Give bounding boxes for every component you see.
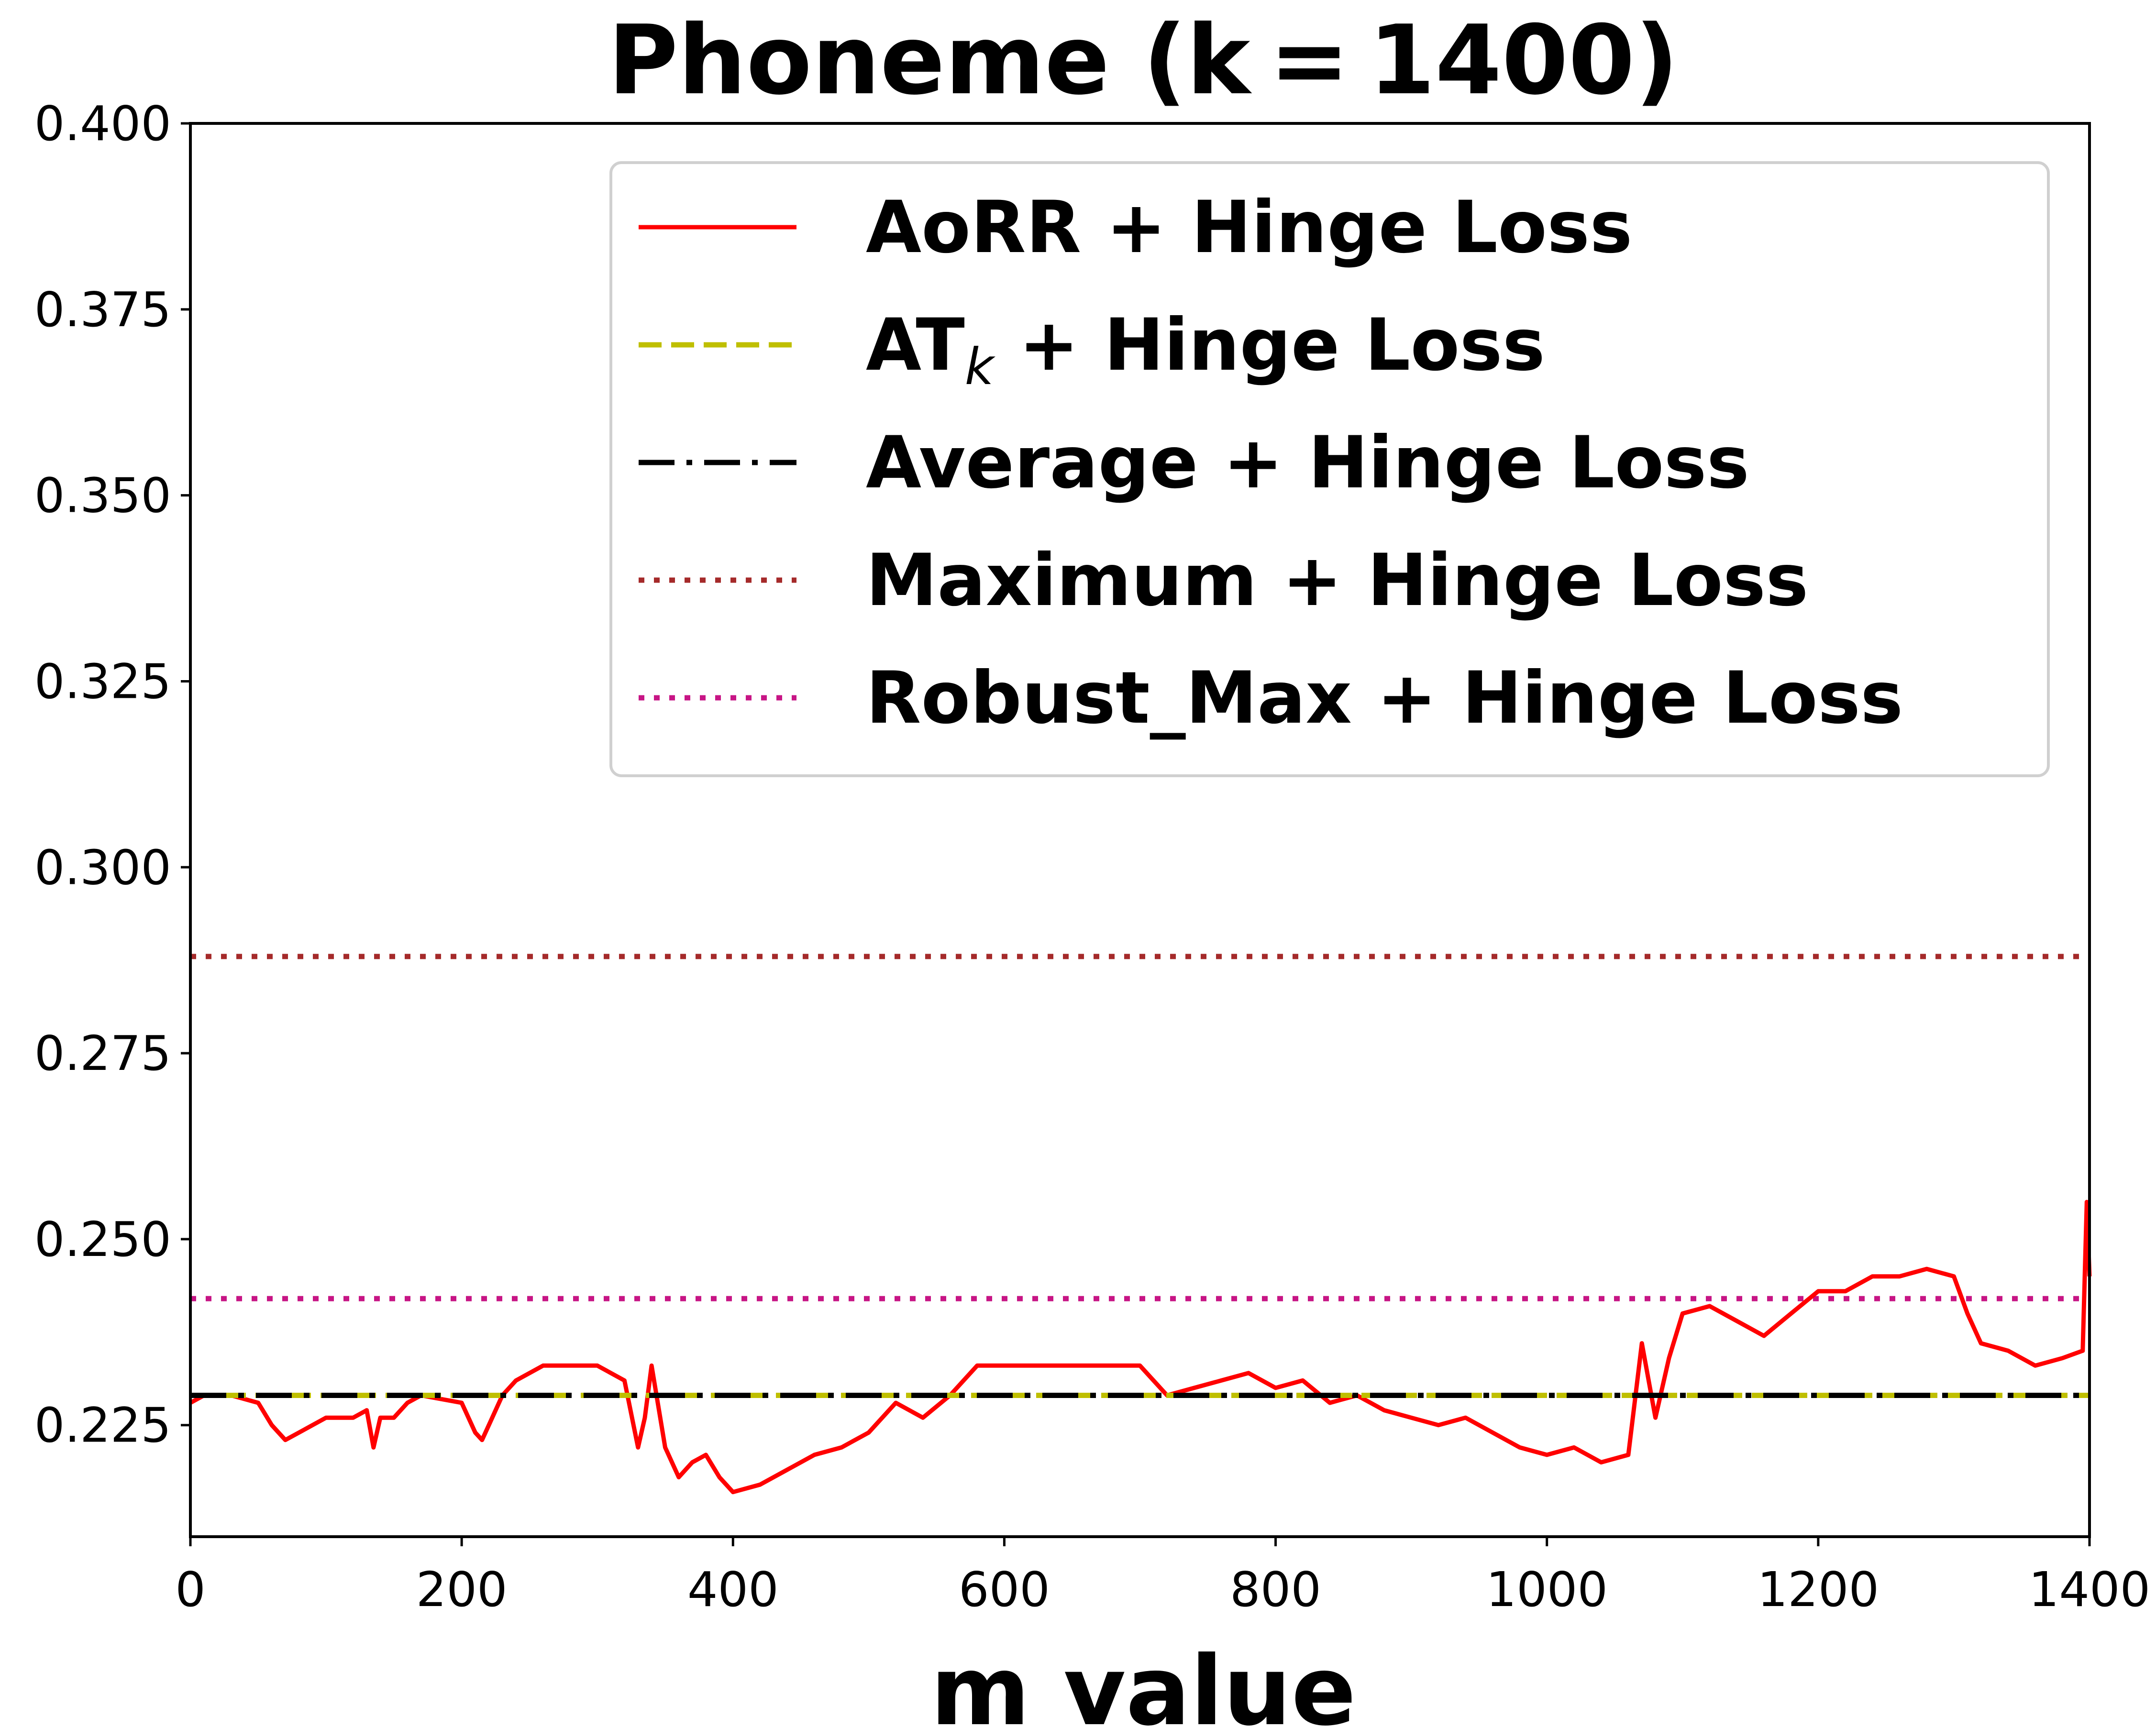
x-tick-label-1: 200 [416,1562,508,1618]
y-tick-label-5: 0.350 [34,468,171,524]
chart-title: Phoneme (k = 1400) [608,5,1679,116]
legend-label-0: AoRR + Hinge Loss [866,186,1633,269]
x-tick-label-6: 1200 [1758,1562,1880,1618]
legend-label-2: Average + Hinge Loss [866,421,1749,505]
y-tick-label-7: 0.400 [34,96,171,152]
axis-layer: 0 200 400 600 800 1000 1200 1400 0.225 0.250 0.275… [34,96,2151,1618]
legend-label-1: ATk + Hinge Loss [866,304,1545,396]
legend-box [609,161,2050,777]
y-tick-label-6: 0.375 [34,282,171,338]
x-tick-label-7: 1400 [2029,1562,2151,1618]
x-tick-label-0: 0 [175,1562,206,1618]
legend-label-4: Robust_Max + Hinge Loss [866,657,1903,740]
y-tick-label-1: 0.250 [34,1211,171,1267]
x-tick-label-2: 400 [687,1562,779,1618]
x-tick-label-3: 600 [959,1562,1050,1618]
series-line-0 [189,1200,2092,1495]
x-axis-label: m value [930,1636,1356,1728]
legend-label-3: Maximum + Hinge Loss [866,539,1808,622]
y-tick-label-0: 0.225 [34,1398,171,1453]
plot-frame [189,122,2091,1538]
x-tick-label-4: 800 [1230,1562,1321,1618]
y-tick-label-4: 0.325 [34,653,171,709]
y-tick-label-2: 0.275 [34,1025,171,1081]
y-tick-label-3: 0.300 [34,839,171,895]
x-tick-label-5: 1000 [1486,1562,1608,1618]
legend: AoRR + Hinge Loss ATk + Hinge Loss Average… [609,161,2050,777]
series-layer [189,954,2092,1495]
